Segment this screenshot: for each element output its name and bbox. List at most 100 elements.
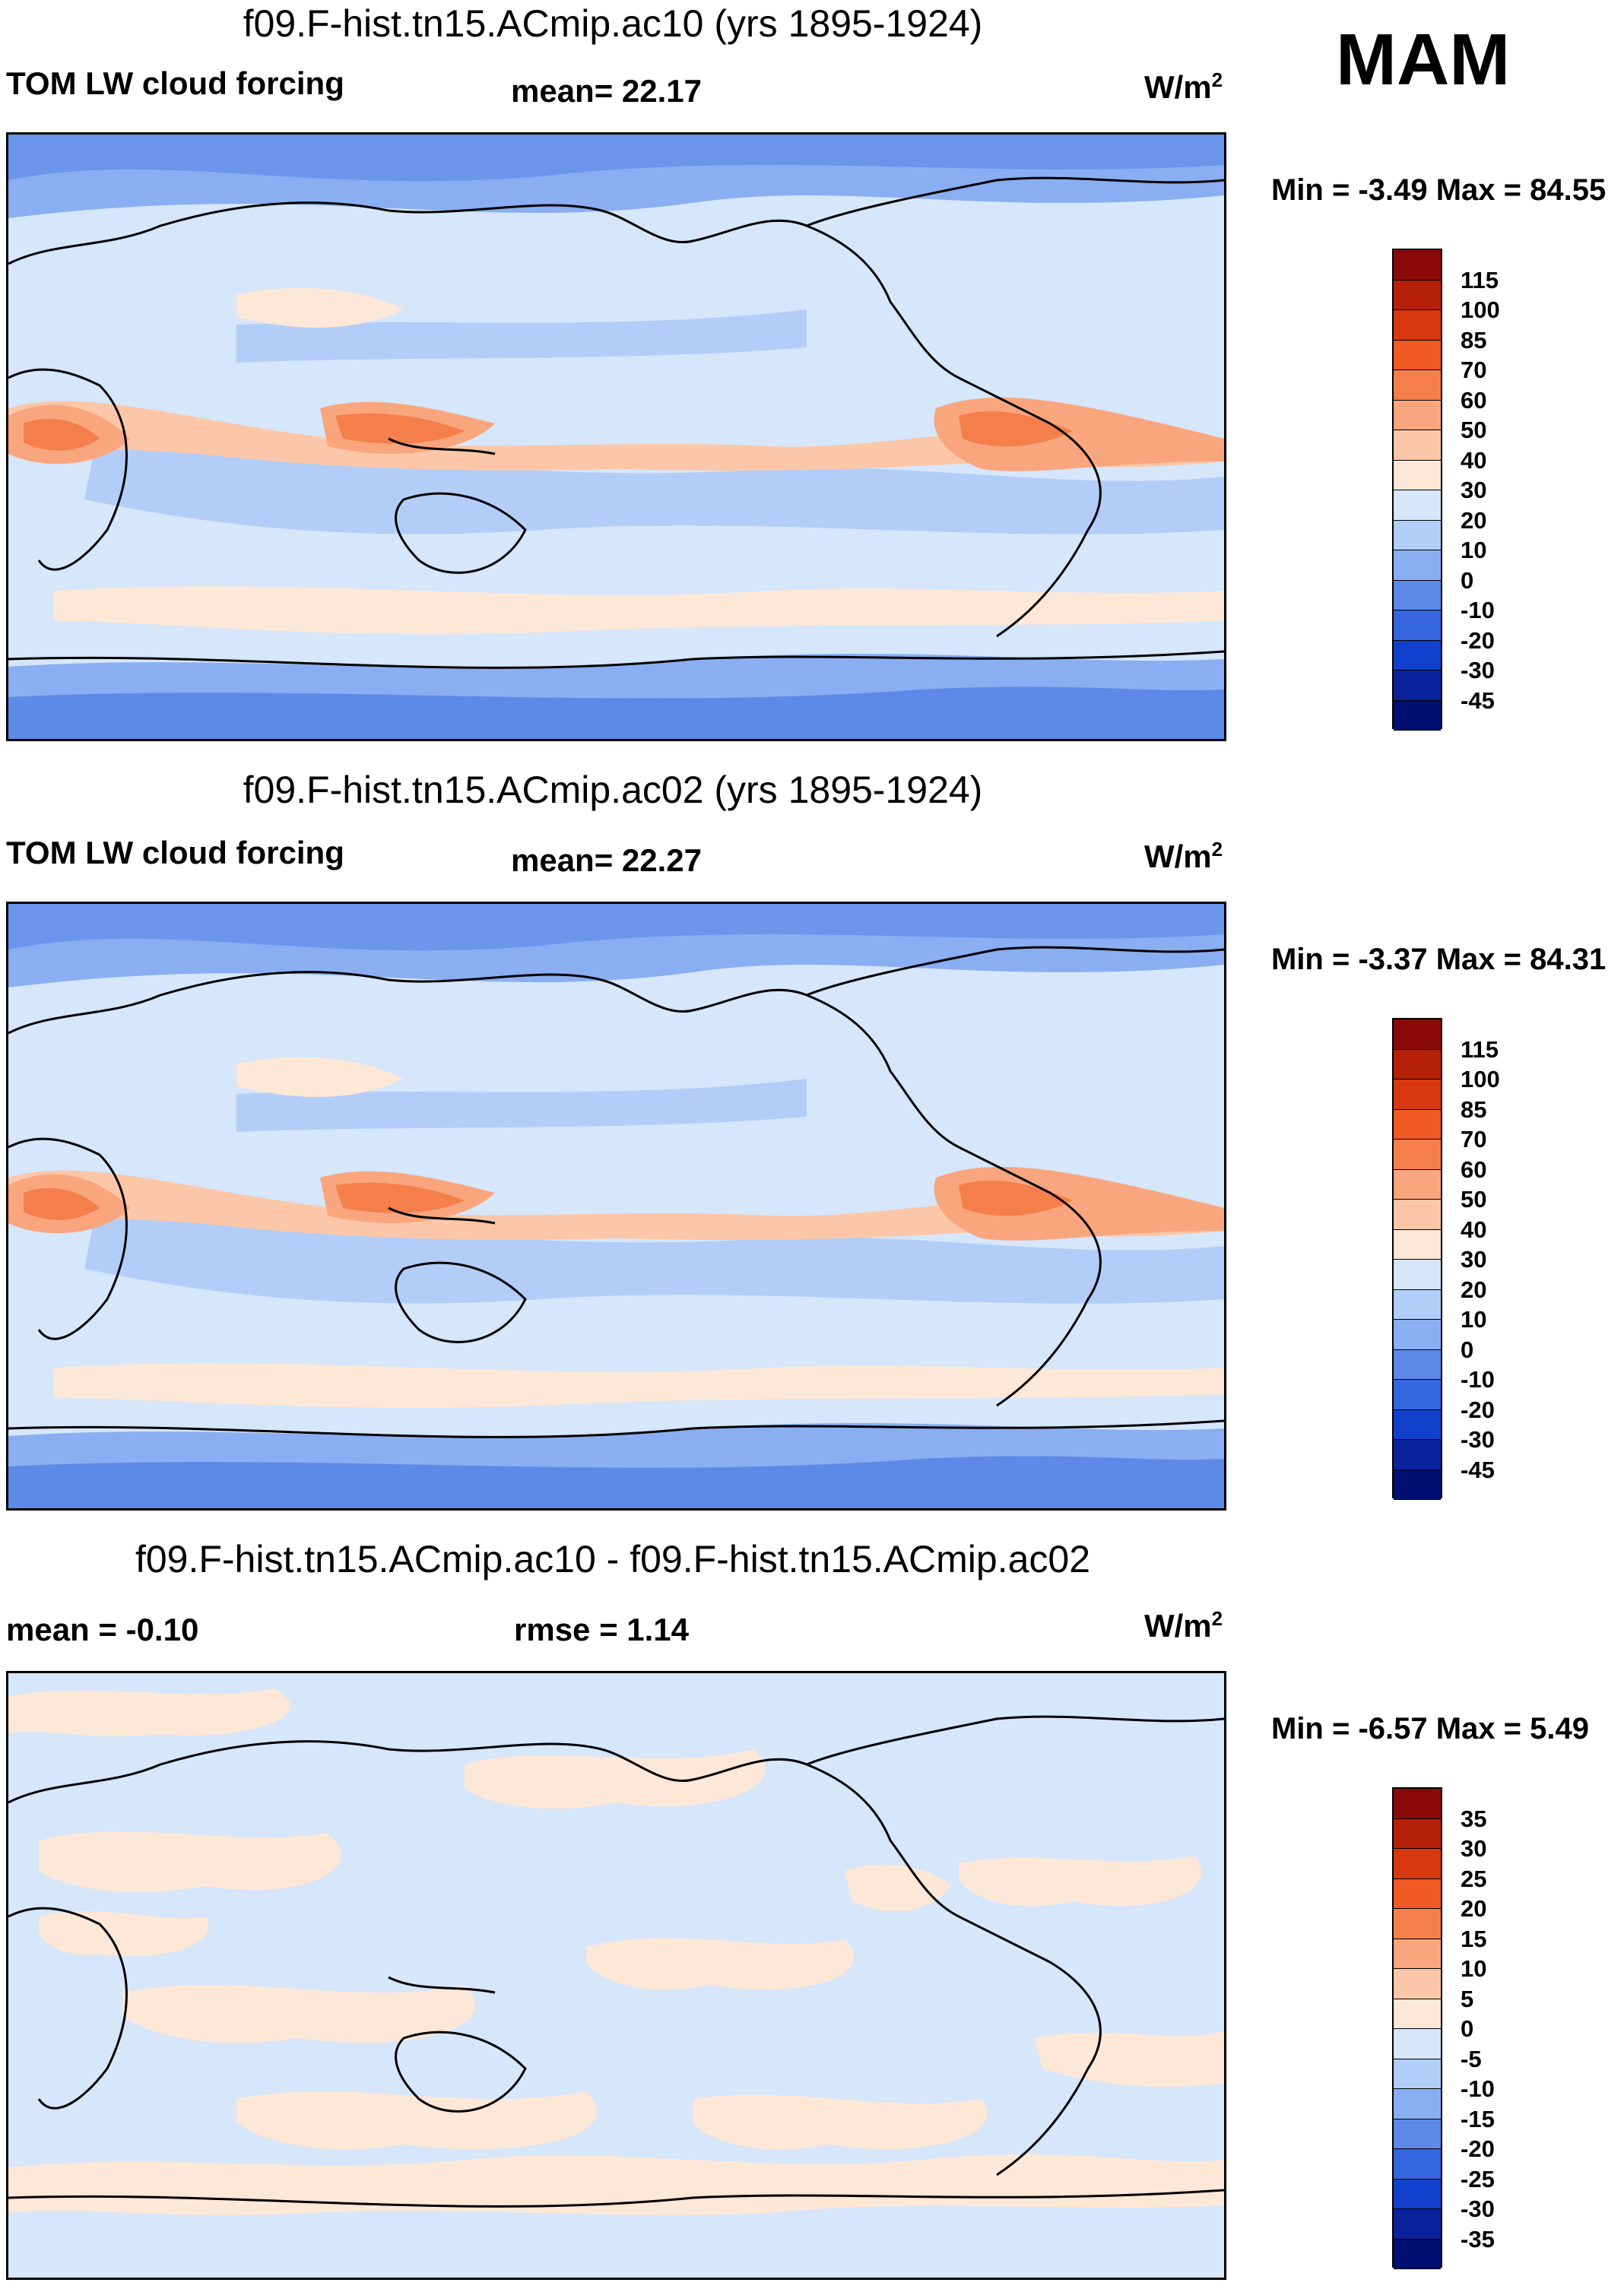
colorbar-tick-label: 35 <box>1461 1805 1487 1832</box>
colorbar-segment <box>1394 490 1441 521</box>
colorbar-segment <box>1394 1380 1441 1410</box>
colorbar-segment <box>1394 1229 1441 1260</box>
colorbar-segment <box>1394 1789 1441 1819</box>
colorbar-tick-label: 60 <box>1461 1156 1487 1183</box>
colorbar-segment <box>1394 430 1441 461</box>
colorbar-tick-label: 85 <box>1461 1095 1487 1123</box>
colorbar-tick-label: 115 <box>1461 266 1499 293</box>
colorbar-segment <box>1394 1320 1441 1350</box>
colorbar-segment <box>1394 1019 1441 1050</box>
colorbar-segment <box>1394 1349 1441 1380</box>
colorbar-tick-label: 50 <box>1461 417 1487 443</box>
colorbar-tick-label: 85 <box>1461 326 1487 353</box>
colorbar-tick-label: 0 <box>1461 1336 1474 1363</box>
colorbar-tick-label: -25 <box>1461 2165 1495 2192</box>
colorbar-segment <box>1394 1939 1441 1969</box>
panel-1-units: W/m2 <box>1144 68 1223 105</box>
panel-1-map <box>6 132 1226 741</box>
colorbar-segment <box>1394 1140 1441 1170</box>
panel-1-variable: TOM LW cloud forcing <box>6 65 344 101</box>
colorbar-segment <box>1394 671 1441 701</box>
colorbar-segment <box>1394 2119 1441 2149</box>
colorbar-tick-label: 30 <box>1461 477 1487 503</box>
colorbar-tick-label: 10 <box>1461 537 1487 563</box>
panel-3-minmax: Min = -6.57 Max = 5.49 <box>1271 1712 1589 1745</box>
colorbar-tick-label: 0 <box>1461 2015 1474 2042</box>
colorbar-tick-label: 10 <box>1461 1955 1487 1982</box>
colorbar-segment <box>1394 460 1441 490</box>
colorbar-segment <box>1394 700 1441 731</box>
colorbar-tick-label: -45 <box>1461 686 1495 714</box>
colorbar-tick-label: -35 <box>1461 2225 1495 2253</box>
panel-3-colorbar <box>1392 1787 1442 2269</box>
colorbar-tick-label: -5 <box>1461 2045 1482 2072</box>
colorbar-tick-label: -45 <box>1461 1456 1495 1483</box>
colorbar-segment <box>1394 400 1441 430</box>
colorbar-segment <box>1394 2029 1441 2059</box>
colorbar-segment <box>1394 550 1441 581</box>
colorbar-tick-label: 10 <box>1461 1306 1487 1333</box>
colorbar-segment <box>1394 1289 1441 1320</box>
colorbar-tick-label: 40 <box>1461 1216 1487 1243</box>
colorbar-segment <box>1394 340 1441 370</box>
colorbar-tick-label: -30 <box>1461 657 1495 683</box>
colorbar-segment <box>1394 370 1441 401</box>
panel-2-variable: TOM LW cloud forcing <box>6 835 344 870</box>
panel-2-colorbar <box>1392 1018 1442 1500</box>
panel-2-map <box>6 902 1226 1511</box>
colorbar-segment <box>1394 1169 1441 1200</box>
panel-3-title: f09.F-hist.tn15.ACmip.ac10 - f09.F-hist.… <box>135 1538 1091 1580</box>
colorbar-segment <box>1394 1999 1441 2029</box>
colorbar-tick-label: 30 <box>1461 1835 1487 1862</box>
colorbar-tick-label: -30 <box>1461 1426 1495 1453</box>
colorbar-tick-label: 70 <box>1461 1126 1487 1152</box>
colorbar-tick-label: 30 <box>1461 1246 1487 1273</box>
colorbar-tick-label: 25 <box>1461 1865 1487 1892</box>
colorbar-tick-label: 0 <box>1461 566 1474 594</box>
colorbar-segment <box>1394 280 1441 310</box>
colorbar-tick-label: -20 <box>1461 626 1495 654</box>
colorbar-tick-label: 40 <box>1461 446 1487 474</box>
colorbar-tick-label: 100 <box>1461 1066 1500 1092</box>
colorbar-tick-label: -10 <box>1461 597 1495 623</box>
colorbar-segment <box>1394 1969 1441 1999</box>
colorbar-segment <box>1394 640 1441 671</box>
colorbar-segment <box>1394 1260 1441 1290</box>
colorbar-segment <box>1394 580 1441 610</box>
colorbar-segment <box>1394 250 1441 281</box>
colorbar-segment <box>1394 2209 1441 2240</box>
colorbar-tick-label: 100 <box>1461 296 1500 323</box>
colorbar-segment <box>1394 1878 1441 1909</box>
panel-3-units: W/m2 <box>1144 1607 1223 1644</box>
colorbar-tick-label: 15 <box>1461 1925 1487 1952</box>
colorbar-segment <box>1394 520 1441 550</box>
colorbar-segment <box>1394 2179 1441 2209</box>
colorbar-tick-label: 60 <box>1461 386 1487 414</box>
colorbar-segment <box>1394 2149 1441 2180</box>
panel-2-mean: mean= 22.27 <box>511 842 703 878</box>
colorbar-segment <box>1394 1109 1441 1140</box>
panel-1-colorbar <box>1392 249 1442 731</box>
panel-2-title: f09.F-hist.tn15.ACmip.ac02 (yrs 1895-192… <box>243 769 983 811</box>
colorbar-tick-label: 20 <box>1461 506 1487 534</box>
colorbar-tick-label: 5 <box>1461 1985 1474 2012</box>
colorbar-segment <box>1394 2059 1441 2089</box>
colorbar-segment <box>1394 2089 1441 2119</box>
colorbar-segment <box>1394 610 1441 641</box>
colorbar-tick-label: 20 <box>1461 1276 1487 1303</box>
colorbar-segment <box>1394 1469 1441 1500</box>
colorbar-segment <box>1394 1440 1441 1470</box>
colorbar-tick-label: -10 <box>1461 2075 1495 2102</box>
colorbar-tick-label: -15 <box>1461 2105 1495 2132</box>
panel-3-rmse: rmse = 1.14 <box>514 1612 690 1647</box>
panel-2-units: W/m2 <box>1144 838 1223 874</box>
colorbar-segment <box>1394 1818 1441 1849</box>
colorbar-segment <box>1394 1409 1441 1440</box>
panel-3-map <box>6 1671 1226 2280</box>
colorbar-tick-label: 115 <box>1461 1035 1499 1063</box>
panel-2-minmax: Min = -3.37 Max = 84.31 <box>1271 943 1607 976</box>
colorbar-segment <box>1394 1049 1441 1080</box>
colorbar-segment <box>1394 1849 1441 1879</box>
season-label: MAM <box>1336 19 1511 100</box>
colorbar-segment <box>1394 1080 1441 1110</box>
